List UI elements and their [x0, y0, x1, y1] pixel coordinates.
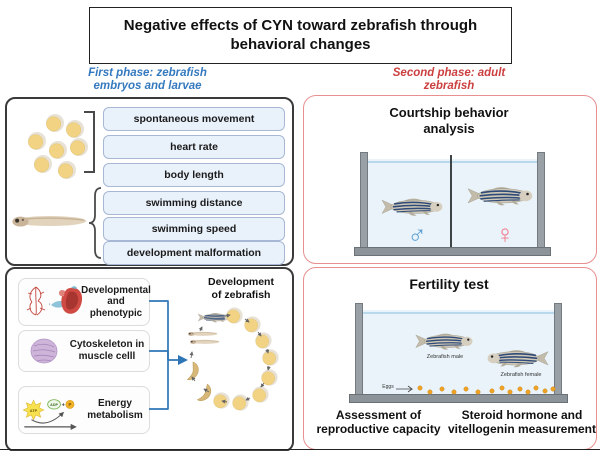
measure-body-length: body length [103, 163, 285, 187]
p-text: P [69, 402, 72, 407]
mechanism-label-developmental: Developmental and phenotypic [81, 284, 151, 319]
larva-brace-icon [88, 187, 102, 259]
phase1-header: First phase: zebrafish embryos and larva… [88, 66, 207, 92]
lifecycle-title: Development of zebrafish [208, 276, 274, 301]
female-zebrafish-icon [467, 186, 534, 207]
tank-base [354, 247, 551, 256]
adp-text: ADP [50, 403, 58, 407]
fertility-tank: Zebrafish male Zebrafish female Eggs [349, 300, 568, 405]
phase2-header: Second phase: adult zebrafish [392, 66, 506, 92]
male-symbol: ♂ [407, 219, 427, 249]
measure-swimming-speed: swimming speed [103, 217, 285, 241]
tank-waterline [367, 161, 538, 163]
mechanism-label-energy: Energy metabolism [87, 398, 143, 421]
atp-text: ATP [30, 408, 38, 413]
mechanism-card-energy: ATP ADP + P Energy metabolism [18, 386, 150, 434]
tank-right-wall [537, 152, 545, 249]
muscle-cell-icon [30, 338, 58, 364]
plus-text: + [62, 402, 66, 408]
measure-heart-rate: heart rate [103, 135, 285, 159]
eggs-on-floor-icon [396, 385, 556, 395]
tank-divider [450, 155, 452, 249]
atp-metabolism-icon: ATP ADP + P [22, 399, 77, 430]
measure-spontaneous-movement: spontaneous movement [103, 107, 285, 131]
tank-waterline [362, 312, 555, 314]
mechanism-card-developmental: Developmental and phenotypic [18, 278, 151, 326]
courtship-tank: ♂ ♀ [354, 151, 551, 258]
lifecycle-embryo-icon [187, 361, 199, 381]
tank-left-wall [360, 152, 368, 249]
embryo-bracket-icon [84, 111, 95, 173]
courtship-title: Courtship behavior analysis [389, 105, 509, 136]
male-fish-label: Zebrafish male [426, 354, 464, 360]
mechanism-connectors [149, 300, 189, 410]
tank-base [349, 394, 568, 403]
heart-fish-icon [49, 286, 83, 314]
outcome-reproductive-capacity: Assessment of reproductive capacity [316, 407, 441, 436]
figure-bottom-border [0, 448, 600, 450]
figure-title: Negative effects of CYN toward zebrafish… [89, 7, 512, 64]
measure-development-malformation: development malformation [103, 241, 285, 265]
mechanism-label-cytoskeleton: Cytoskeleton in muscle celll [69, 339, 145, 362]
zebrafish-lifecycle-diagram [187, 307, 279, 411]
tank-left-wall [355, 303, 363, 395]
lifecycle-larva-icon [187, 331, 218, 337]
lifecycle-adult-fish-icon [197, 312, 232, 323]
female-zebrafish-icon [486, 349, 549, 369]
lifecycle-arrows [189, 313, 271, 404]
vasculature-icon [26, 286, 46, 316]
female-symbol: ♀ [495, 219, 515, 249]
eggs-label: Eggs [382, 384, 394, 390]
male-zebrafish-icon [381, 197, 444, 217]
measure-swimming-distance: swimming distance [103, 191, 285, 215]
outcome-steroid-hormone: Steroid hormone and vitellogenin measure… [447, 407, 597, 436]
male-zebrafish-icon [415, 332, 474, 351]
larva-icon [11, 215, 87, 228]
female-fish-label: Zebrafish female [500, 372, 542, 378]
fertility-title: Fertility test [409, 275, 489, 292]
mechanism-card-cytoskeleton: Cytoskeleton in muscle celll [18, 330, 150, 372]
